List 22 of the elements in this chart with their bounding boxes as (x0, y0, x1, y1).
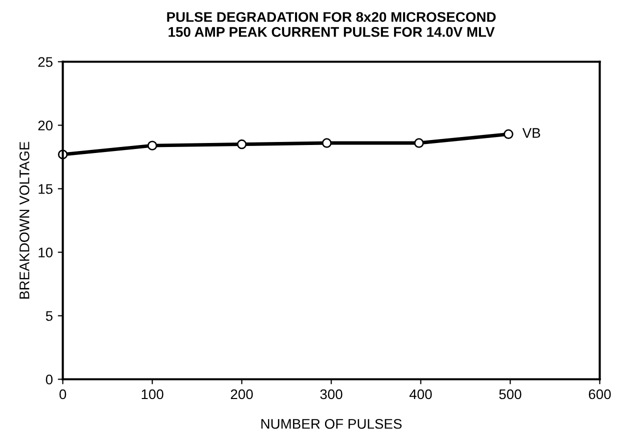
chart-title: PULSE DEGRADATION FOR 8x20 MICROSECOND 150 AMP PEAK CURRENT PULSE FOR 14.0V MLV (167, 12, 496, 37)
x-tick-label: 300 (320, 389, 342, 400)
y-tick-label: 20 (38, 120, 53, 130)
y-tick-label: 5 (46, 311, 52, 321)
point (414, 138, 424, 148)
x-tick-label: 500 (499, 389, 522, 400)
x-tick-label: 400 (409, 389, 432, 400)
point (322, 138, 332, 148)
point (504, 129, 514, 139)
point (147, 140, 158, 150)
y-tick-label: 0 (46, 374, 53, 384)
x-tick-label: 0 (59, 389, 66, 400)
point (236, 139, 247, 150)
x-tick-label: 600 (588, 389, 611, 400)
y-axis-title: BREAKDOWN VOLTAGE (19, 142, 30, 299)
y-tick-label: 25 (38, 57, 52, 67)
x-tick-label: 100 (142, 389, 164, 400)
y-tick-label: 15 (38, 184, 52, 194)
series-label: VB (522, 128, 540, 138)
x-axis-title: NUMBER OF PULSES (261, 418, 402, 429)
y-tick-label: 10 (38, 248, 53, 258)
x-tick-label: 200 (230, 389, 253, 400)
